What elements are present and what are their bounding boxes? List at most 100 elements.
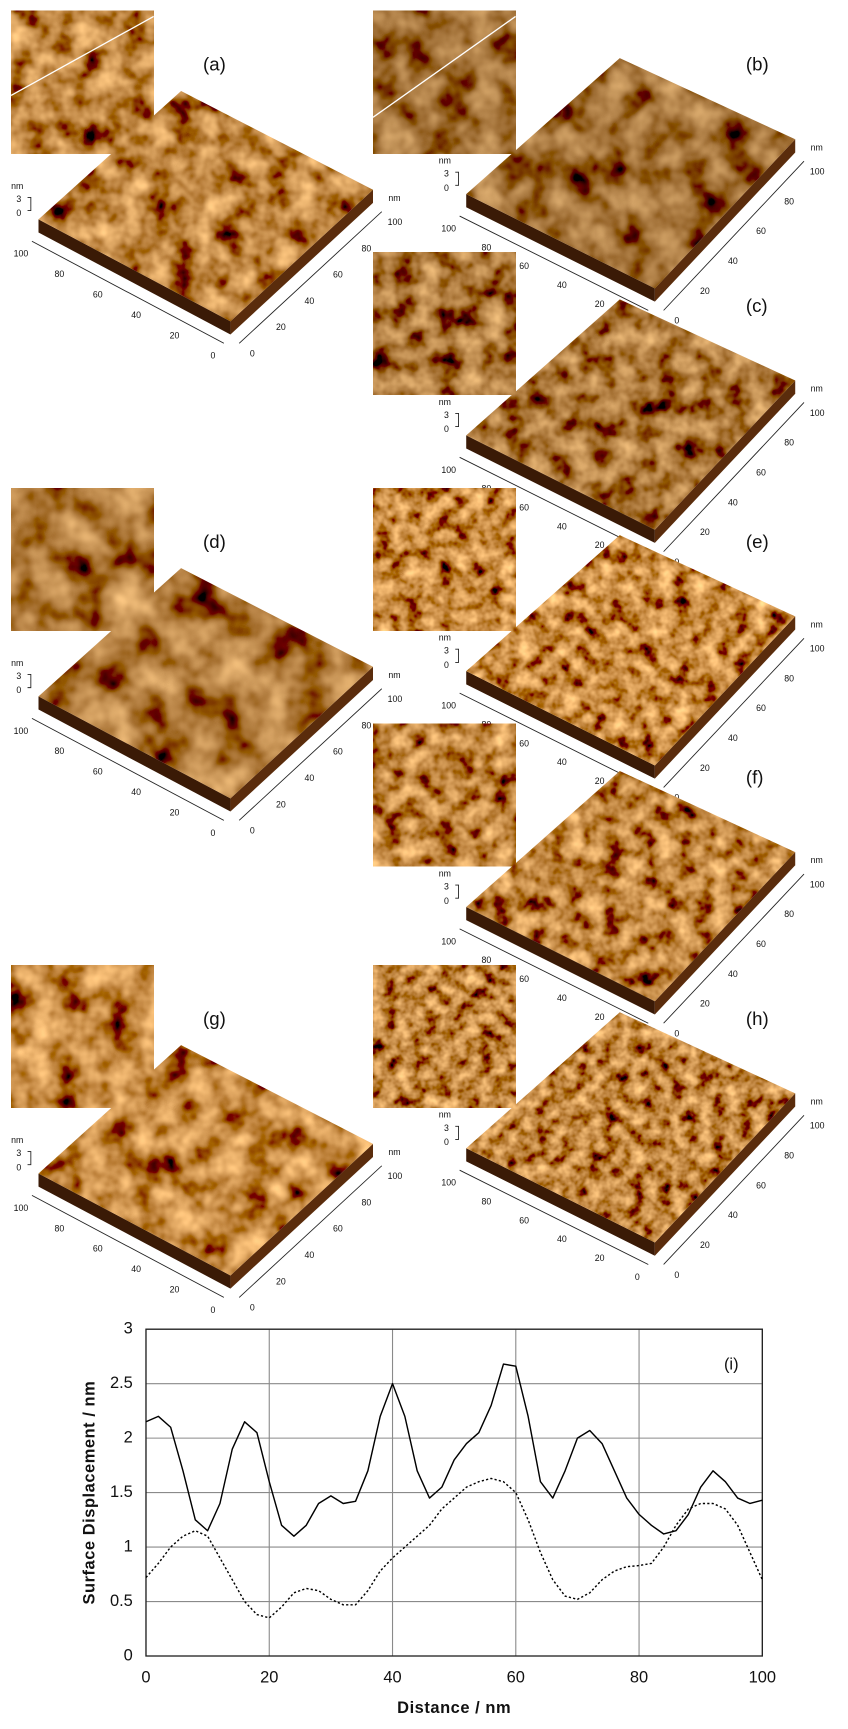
y-tick-label: 40: [305, 773, 315, 783]
y-tick-label: 2.5: [110, 1374, 133, 1392]
panel-label: (c): [746, 295, 768, 316]
y-tick-label: 0: [674, 1028, 679, 1038]
y-tick-label: 100: [388, 694, 403, 704]
z-bracket: [455, 649, 458, 662]
z-tick-label: 0: [16, 208, 21, 218]
figure: 100806040200020406080100nmnm30(a)1008060…: [0, 0, 848, 1724]
x-tick-label: 40: [383, 1668, 401, 1686]
afm-inset: [11, 11, 154, 154]
z-tick-label: 3: [444, 1123, 449, 1133]
y-tick-label: 80: [362, 720, 372, 730]
y-tick-label: 100: [810, 879, 825, 889]
y-tick-label: 100: [810, 166, 825, 176]
afm-inset: [373, 488, 516, 631]
z-bracket: [455, 885, 458, 898]
x-tick-label: 40: [131, 787, 141, 797]
z-bracket: [455, 413, 458, 426]
x-tick-label: 40: [557, 1234, 567, 1244]
y-tick-label: 60: [756, 226, 766, 236]
x-tick-label: 20: [170, 1284, 180, 1294]
y-tick-label: 40: [305, 1250, 315, 1260]
y-tick-label: 1.5: [110, 1483, 133, 1501]
afm-panel: 100806040200020406080100nmnm30(g): [11, 965, 402, 1315]
afm-inset: [373, 252, 516, 395]
y-tick-label: 80: [362, 243, 372, 253]
x-tick-label: 80: [54, 1223, 64, 1233]
z-tick-label: 0: [444, 424, 449, 434]
data-line: [146, 1364, 762, 1536]
x-tick-label: 0: [210, 351, 215, 361]
x-tick-label: 0: [210, 828, 215, 838]
y-tick-label: 40: [728, 969, 738, 979]
x-tick-label: 40: [557, 521, 567, 531]
y-unit: nm: [811, 142, 823, 152]
z-unit: nm: [11, 181, 23, 191]
y-unit: nm: [811, 384, 823, 394]
x-tick-label: 80: [482, 242, 492, 252]
y-tick-label: 100: [810, 644, 825, 654]
annotation: (i): [724, 1356, 739, 1374]
panel-label: (a): [203, 54, 226, 75]
x-tick-label: 100: [14, 1203, 29, 1213]
z-unit: nm: [439, 633, 451, 643]
y-tick-label: 20: [276, 322, 286, 332]
x-tick-label: 80: [482, 955, 492, 965]
y-tick-label: 0.5: [110, 1592, 133, 1610]
z-bracket: [455, 172, 458, 185]
y-tick-label: 100: [388, 217, 403, 227]
z-tick-label: 3: [444, 882, 449, 892]
x-tick-label: 60: [519, 738, 529, 748]
y-unit: nm: [811, 855, 823, 865]
x-tick-label: 100: [749, 1668, 776, 1686]
x-tick-label: 100: [14, 726, 29, 736]
z-unit: nm: [439, 156, 451, 166]
afm-panel: 100806040200020406080100nmnm30(d): [11, 488, 402, 838]
y-tick-label: 100: [810, 1121, 825, 1131]
z-unit: nm: [439, 1110, 451, 1120]
afm-inset: [373, 965, 516, 1108]
z-unit: nm: [11, 1135, 23, 1145]
y-tick-label: 2: [124, 1428, 133, 1446]
y-tick-label: 0: [250, 1303, 255, 1313]
x-tick-label: 40: [557, 993, 567, 1003]
x-tick-label: 60: [93, 1244, 103, 1254]
y-tick-label: 20: [276, 799, 286, 809]
y-tick-label: 20: [700, 763, 710, 773]
afm-inset: [373, 724, 516, 867]
z-bracket: [455, 1126, 458, 1139]
z-tick-label: 3: [444, 410, 449, 420]
y-tick-label: 20: [700, 999, 710, 1009]
y-tick-label: 40: [728, 1210, 738, 1220]
y-unit: nm: [388, 1147, 400, 1157]
y-tick-label: 20: [276, 1276, 286, 1286]
x-tick-label: 0: [141, 1668, 150, 1686]
x-tick-label: 80: [54, 746, 64, 756]
x-tick-label: 20: [595, 1012, 605, 1022]
x-tick-label: 20: [170, 330, 180, 340]
x-tick-label: 60: [519, 261, 529, 271]
afm-inset: [11, 965, 154, 1108]
y-tick-label: 80: [784, 196, 794, 206]
z-tick-label: 3: [444, 169, 449, 179]
z-tick-label: 3: [16, 1148, 21, 1158]
data-line: [146, 1478, 762, 1617]
x-tick-label: 60: [507, 1668, 525, 1686]
y-unit: nm: [388, 193, 400, 203]
x-tick-label: 20: [260, 1668, 278, 1686]
y-tick-label: 0: [124, 1646, 133, 1664]
x-tick-label: 60: [519, 974, 529, 984]
y-tick-label: 0: [674, 316, 679, 326]
afm-panel: 100806040200020406080100nmnm30(a): [11, 11, 402, 361]
z-bracket: [28, 197, 31, 210]
x-tick-label: 0: [635, 1272, 640, 1282]
panel-label: (d): [203, 531, 226, 552]
x-tick-label: 100: [14, 249, 29, 259]
y-tick-label: 0: [250, 826, 255, 836]
y-tick-label: 0: [250, 349, 255, 359]
z-bracket: [28, 674, 31, 687]
panel-label: (g): [203, 1008, 226, 1029]
x-tick-label: 100: [441, 465, 456, 475]
x-tick-label: 60: [519, 1215, 529, 1225]
y-tick-label: 20: [700, 1240, 710, 1250]
y-tick-label: 100: [388, 1171, 403, 1181]
